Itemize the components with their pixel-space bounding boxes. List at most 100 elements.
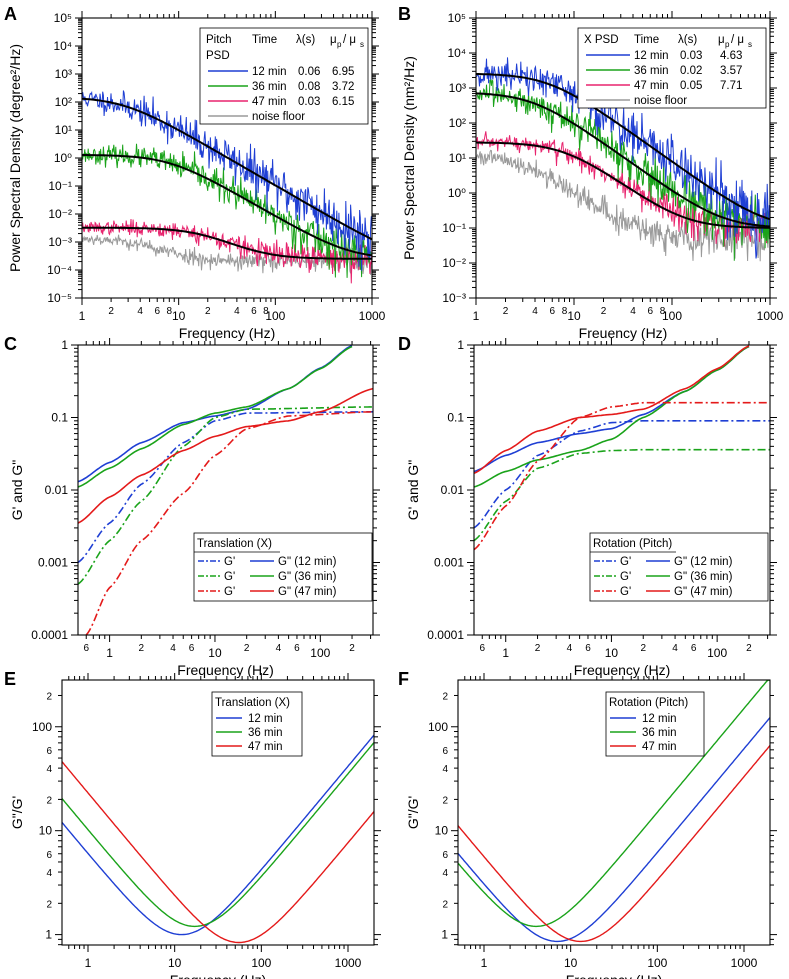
x-minor-label-B: 2 (601, 306, 607, 317)
x-tick-label-E: 100 (251, 956, 271, 970)
legend-lambda-A-2: 0.03 (298, 96, 320, 108)
y-tick-label-B: 10⁵ (448, 11, 466, 25)
x-minor-label-B: 6 (647, 306, 653, 317)
legend-label-E-1: 36 min (248, 727, 283, 739)
y-tick-label-B: 10⁻³ (442, 291, 466, 305)
legend-lambda-B-0: 0.03 (680, 50, 702, 62)
legend-gp-C-1: G' (224, 571, 235, 583)
x-tick-label-C: 10 (208, 646, 222, 660)
y-tick-label-F: 4 (442, 868, 448, 879)
moduli-series-C-0 (78, 411, 373, 564)
y-tick-label-B: 10¹ (449, 151, 466, 165)
x-tick-label-E: 1 (85, 956, 92, 970)
x-tick-label-A: 10 (172, 309, 186, 323)
legend-ratio-B-0: 4.63 (720, 50, 742, 62)
plot-area-F (458, 680, 770, 943)
ratio-series-F-1 (458, 680, 770, 928)
y-tick-label-A: 10⁻¹ (48, 179, 72, 193)
legend-gpp-D-0: G" (12 min) (674, 556, 733, 568)
panel-B: 2 4 6 8 2 4 6 81 10 100 100010⁻³10⁻²10⁻¹10⁰10¹10²1… (398, 4, 784, 341)
y-tick-label-F: 100 (428, 720, 448, 734)
plot-frame-F (457, 679, 771, 946)
legend-ratio-B-1: 3.57 (720, 65, 742, 77)
y-tick-label-F: 2 (442, 691, 448, 702)
x-tick-label-F: 100 (647, 956, 667, 970)
plot-frame-E (61, 679, 375, 946)
legend-title-D: Rotation (Pitch) (593, 538, 672, 550)
y-tick-label-D: 0.0001 (427, 628, 464, 642)
legend-gp-C-2: G' (224, 586, 235, 598)
y-tick-label-E: 6 (46, 850, 52, 861)
y-tick-label-B: 10⁰ (448, 186, 466, 200)
moduli-series-C-3 (78, 345, 353, 488)
y-tick-label-F: 6 (442, 746, 448, 757)
y-tick-label-F: 4 (442, 764, 448, 775)
y-tick-label-E: 100 (32, 720, 52, 734)
legend-box-B (577, 27, 767, 109)
legend-title-F: Rotation (Pitch) (609, 697, 688, 709)
y-axis-title-E: G"/G' (9, 796, 25, 829)
panel-A: 2 4 6 8 2 4 6 81 10 100 100010⁻⁵10⁻⁴10⁻³10⁻²10⁻¹10… (4, 4, 386, 341)
legend-ratio-A-0: 6.95 (332, 66, 354, 78)
legend-gp-D-0: G' (620, 556, 631, 568)
y-tick-label-A: 10⁵ (54, 11, 72, 25)
legend-header-slash-B: / μ (731, 34, 744, 46)
ratio-series-E-1 (62, 742, 374, 928)
y-tick-label-B: 10⁻¹ (442, 221, 466, 235)
legend-subheader-A: PSD (206, 50, 230, 62)
panel-letter-B: B (398, 4, 411, 24)
x-minor-label-A: 8 (263, 306, 269, 317)
psd-series-A-3 (82, 234, 372, 275)
legend-ratio-B-2: 7.71 (720, 80, 742, 92)
x-minor-label-A: 2 (108, 306, 114, 317)
ratio-series-E-2 (62, 761, 374, 944)
y-tick-label-F: 10 (435, 824, 449, 838)
legend-gpp-C-0: G" (12 min) (278, 556, 337, 568)
legend-time-A-0: 12 min (252, 66, 287, 78)
legend-header-sub-p-B: p (725, 40, 730, 49)
legend-header-time-B: Time (634, 34, 659, 46)
x-minor-label-D: 2 (746, 643, 752, 654)
x-minor-label-C: 4 (276, 643, 282, 654)
x-minor-label-B: 8 (660, 306, 666, 317)
x-tick-label-E: 1000 (335, 956, 362, 970)
legend-gpp-D-2: G" (47 min) (674, 586, 733, 598)
y-tick-label-A: 10³ (55, 67, 72, 81)
legend-label-F-0: 12 min (642, 713, 677, 725)
y-axis-title-B: Power Spectral Density (nm²/Hz) (401, 56, 417, 260)
y-tick-label-D: 0.01 (441, 483, 465, 497)
y-tick-label-A: 10⁻² (48, 207, 72, 221)
legend-header-sub-p-A: p (337, 40, 342, 49)
legend-time-B-3: noise floor (634, 95, 687, 107)
x-minor-label-A: 8 (167, 306, 173, 317)
panel-C: 6 2 4 6 2 4 6 2 1 10 100 0.0001 0.001 0.01 0.1 1 Frequen… (4, 334, 380, 678)
legend-time-A-3: noise floor (252, 111, 305, 123)
y-tick-label-F: 6 (442, 850, 448, 861)
y-tick-label-A: 10² (55, 95, 72, 109)
legend-lambda-B-1: 0.02 (680, 65, 702, 77)
x-tick-label-A: 100 (265, 309, 285, 323)
y-tick-label-F: 2 (442, 899, 448, 910)
x-tick-label-B: 10 (567, 309, 581, 323)
y-tick-label-F: 1 (441, 928, 448, 942)
fit-curve-A-1 (82, 154, 372, 257)
y-tick-label-E: 1 (45, 928, 52, 942)
y-tick-label-C: 1 (61, 338, 68, 352)
x-minor-label-A: 4 (137, 306, 143, 317)
legend-gpp-D-1: G" (36 min) (674, 571, 733, 583)
x-minor-label-B: 2 (503, 306, 509, 317)
plot-area-E (62, 734, 374, 944)
fit-curve-B-0 (476, 73, 770, 221)
legend-ratio-A-1: 3.72 (332, 81, 354, 93)
panel-F: 1 10 100 1000 1 2 4 6 10 2 4 6 100 2 Frequency (Hz) G"/… (398, 669, 777, 979)
x-tick-label-D: 100 (707, 646, 727, 660)
moduli-series-D-2 (474, 448, 770, 542)
y-tick-label-B: 10⁴ (447, 46, 466, 60)
y-tick-label-D: 0.001 (434, 556, 464, 570)
x-tick-label-F: 1 (481, 956, 488, 970)
x-tick-label-B: 100 (662, 309, 682, 323)
legend-title-C: Translation (X) (197, 538, 272, 550)
y-axis-title-F: G"/G' (405, 796, 421, 829)
legend-header-slash-A: / μ (343, 34, 356, 46)
legend-gpp-C-1: G" (36 min) (278, 571, 337, 583)
